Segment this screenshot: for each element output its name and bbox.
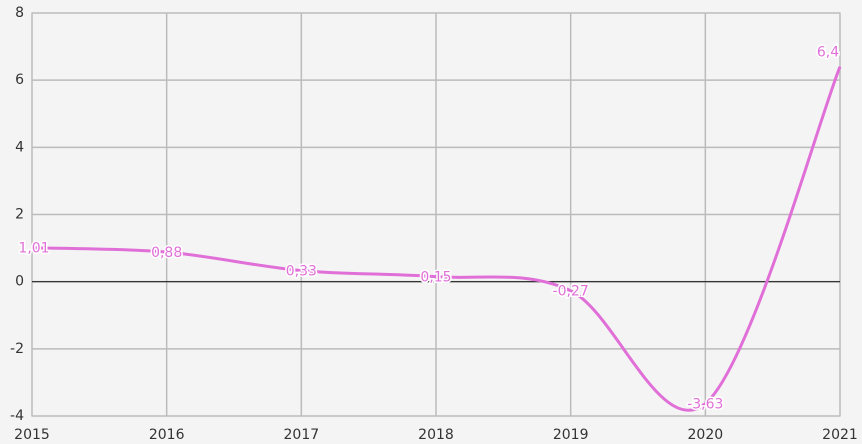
y-tick-label: 4 xyxy=(15,139,24,155)
data-label: 1,01 xyxy=(18,241,49,257)
y-tick-label: -4 xyxy=(10,408,24,424)
y-tick-label: -2 xyxy=(10,341,24,357)
y-tick-label: 0 xyxy=(15,274,24,290)
y-tick-label: 8 xyxy=(15,5,24,21)
data-label: 0,15 xyxy=(420,270,451,286)
y-tick-label: 6 xyxy=(15,72,24,88)
data-label: 0,33 xyxy=(286,264,317,280)
x-tick-label: 2020 xyxy=(688,427,724,443)
x-tick-label: 2019 xyxy=(553,427,589,443)
data-label: 6,4 xyxy=(817,45,839,61)
x-tick-label: 2015 xyxy=(14,427,50,443)
data-label: -3,63 xyxy=(687,397,723,413)
y-tick-label: 2 xyxy=(15,207,24,223)
x-tick-label: 2017 xyxy=(284,427,320,443)
x-tick-label: 2018 xyxy=(418,427,454,443)
data-label: -0,27 xyxy=(553,284,589,300)
x-tick-label: 2021 xyxy=(822,427,858,443)
line xyxy=(31,66,842,412)
data-label: 0,88 xyxy=(151,245,182,261)
x-tick-label: 2016 xyxy=(149,427,185,443)
